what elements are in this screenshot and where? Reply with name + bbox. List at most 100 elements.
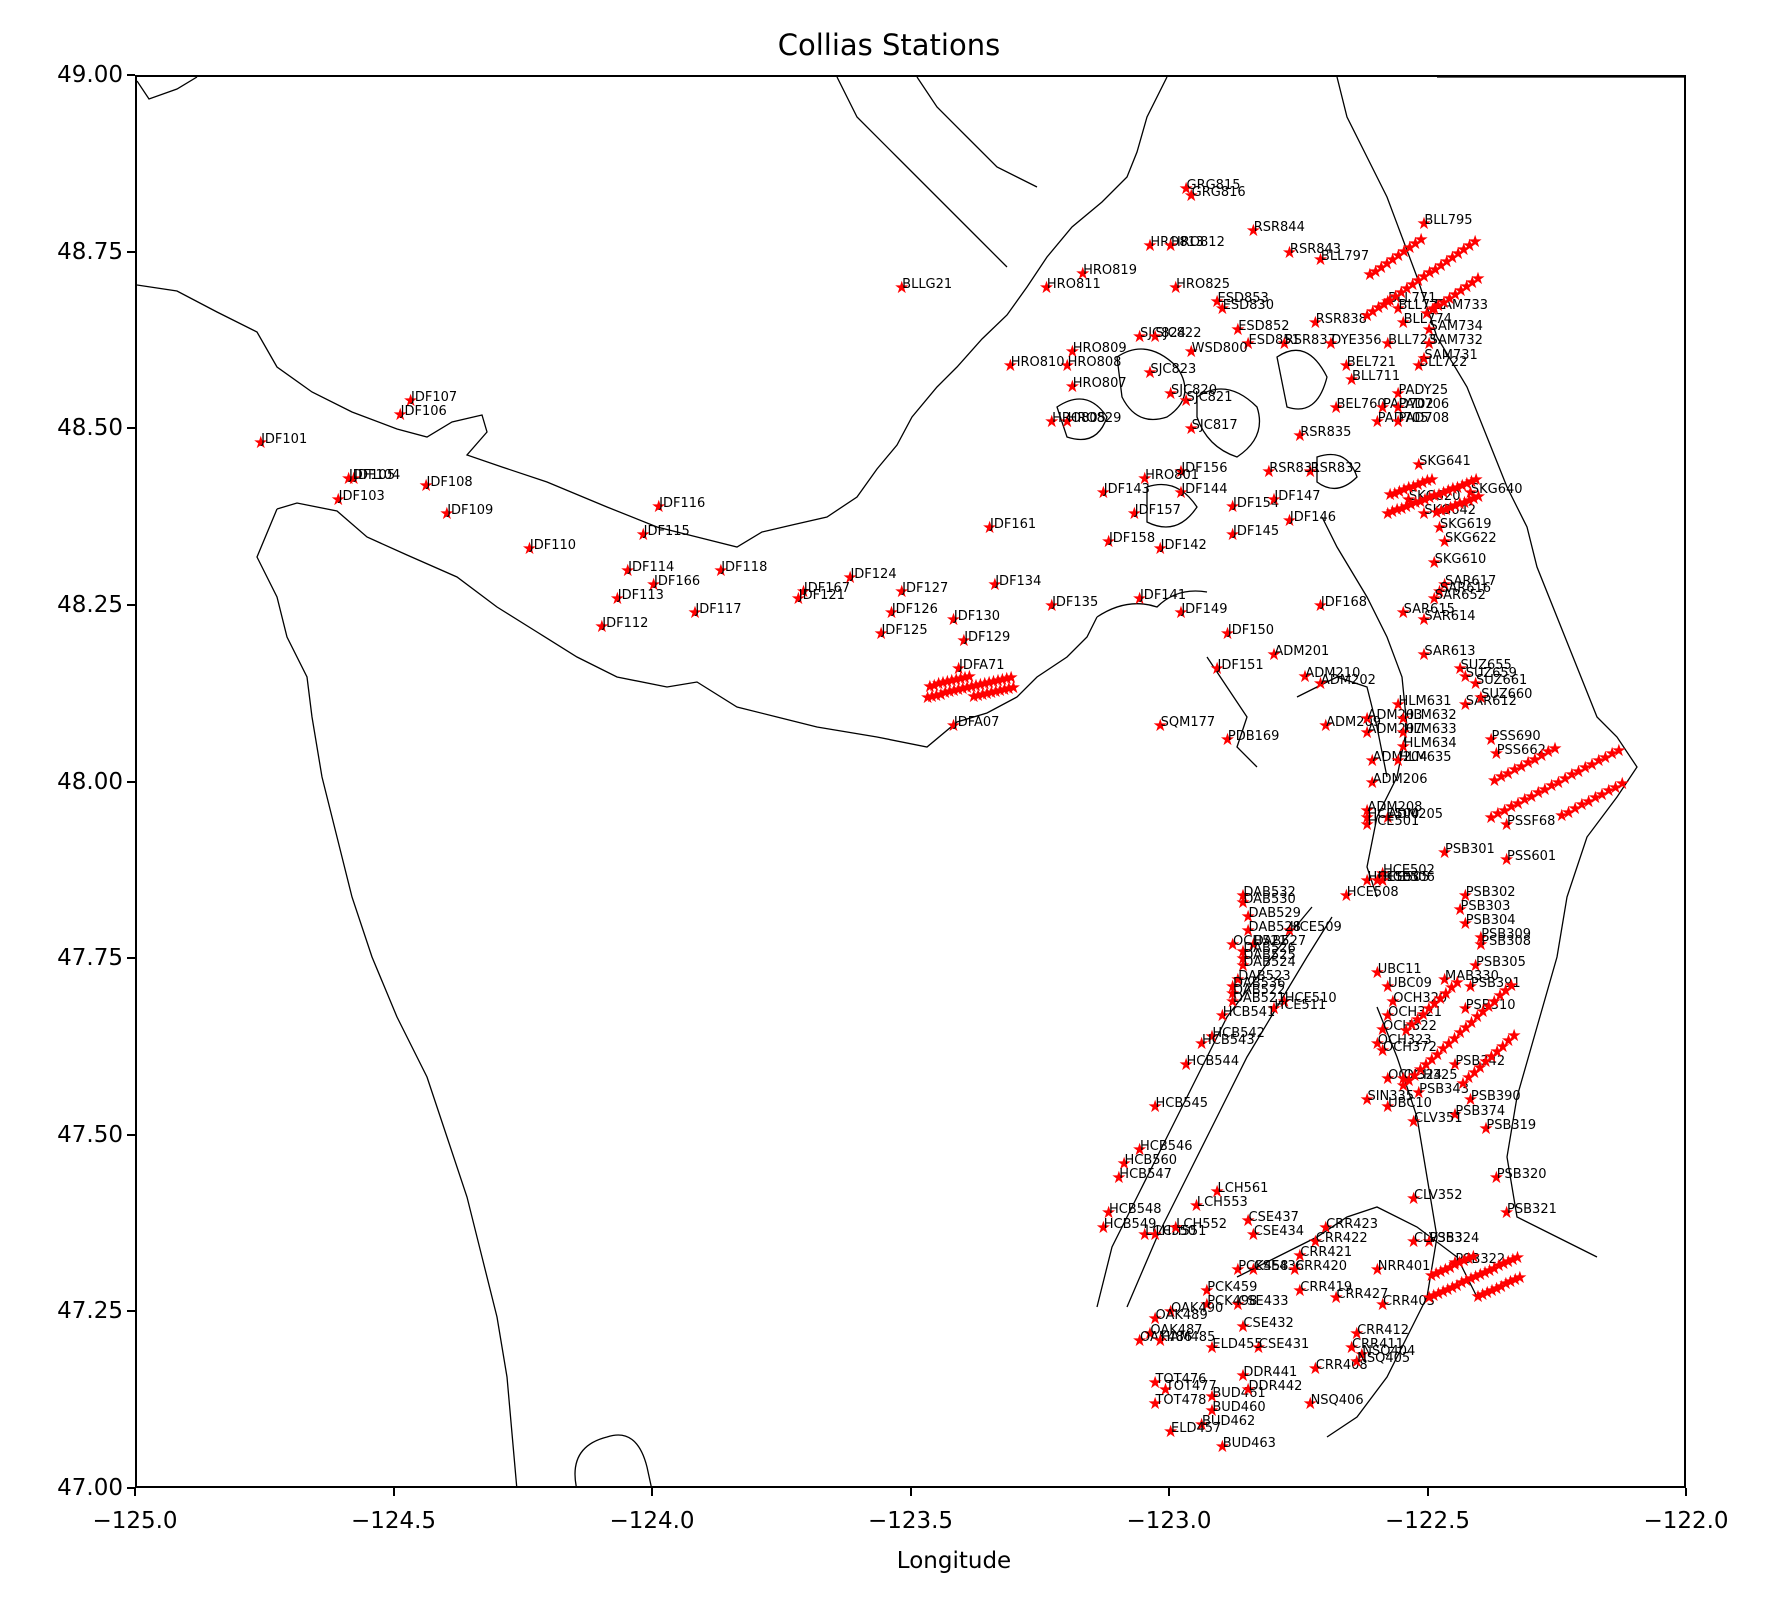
star-icon: ★ — [1380, 1005, 1396, 1026]
station-label: SJC821 — [1186, 389, 1233, 405]
star-icon: ★ — [1507, 1270, 1523, 1291]
station-label: PSS601 — [1507, 849, 1557, 865]
y-tick-label: 48.00 — [57, 768, 123, 795]
star-icon: ★ — [1389, 500, 1405, 521]
star-icon: ★ — [1276, 334, 1292, 355]
star-icon: ★ — [1510, 793, 1526, 814]
star-icon: ★ — [1475, 1002, 1491, 1023]
star-icon: ★ — [1405, 1231, 1422, 1252]
star-icon: ★ — [985, 671, 1002, 692]
station-label: LCH552 — [1176, 1216, 1228, 1232]
station-label: HRO808 — [1067, 354, 1122, 370]
station-label: JDF149 — [1181, 601, 1228, 617]
star-icon: ★ — [1292, 1281, 1308, 1302]
station-label: ELD457 — [1171, 1421, 1222, 1437]
star-icon: ★ — [1142, 235, 1158, 256]
star-icon: ★ — [1235, 892, 1251, 913]
station-label: JDF167 — [803, 580, 851, 596]
station-label: ADM203 — [1367, 707, 1423, 723]
star-icon: ★ — [1461, 490, 1477, 511]
star-icon: ★ — [1095, 1217, 1112, 1238]
station-label: JDF130 — [953, 609, 1000, 624]
station-label: ADM206 — [1372, 771, 1428, 787]
station-label: ESD830 — [1222, 298, 1274, 314]
star-icon: ★ — [521, 539, 538, 560]
station-label: SAM731 — [1424, 347, 1478, 363]
station-label: RSR838 — [1315, 312, 1367, 328]
star-icon: ★ — [1479, 1282, 1495, 1303]
station-label: PAD708 — [1398, 411, 1450, 427]
station-label: ADM208 — [1367, 799, 1423, 815]
star-icon: ★ — [1380, 977, 1396, 998]
star-icon: ★ — [1489, 1041, 1505, 1062]
station-label: BEL721 — [1346, 354, 1396, 370]
star-icon: ★ — [1452, 494, 1468, 515]
station-label: SQM177 — [1160, 714, 1216, 730]
star-icon: ★ — [1307, 313, 1323, 334]
station-label: BLL771 — [1388, 291, 1437, 307]
star-icon: ★ — [1364, 751, 1380, 772]
star-icon: ★ — [1402, 238, 1418, 259]
star-icon: ★ — [1374, 871, 1391, 892]
star-icon: ★ — [1152, 539, 1168, 560]
star-icon: ★ — [1421, 1288, 1437, 1309]
star-icon: ★ — [1597, 747, 1614, 768]
star-icon: ★ — [1292, 1245, 1308, 1266]
star-icon: ★ — [1369, 1259, 1386, 1280]
station-label: OAK486 — [1139, 1329, 1193, 1345]
star-icon: ★ — [1404, 1015, 1420, 1036]
star-icon: ★ — [1453, 280, 1469, 301]
star-icon: ★ — [1520, 753, 1536, 774]
star-icon: ★ — [1438, 983, 1454, 1004]
station-label: HLM632 — [1403, 707, 1457, 723]
star-icon: ★ — [1456, 240, 1472, 261]
star-icon: ★ — [987, 574, 1003, 595]
star-icon: ★ — [1354, 1344, 1370, 1365]
station-label: JDF135 — [1052, 594, 1099, 610]
station-label: CRR408 — [1315, 1357, 1368, 1373]
station-label: DDR441 — [1243, 1364, 1298, 1380]
star-icon: ★ — [1509, 1247, 1526, 1268]
station-label: HCB547 — [1119, 1167, 1172, 1183]
star-icon: ★ — [1493, 767, 1509, 788]
star-icon: ★ — [1209, 292, 1225, 313]
station-label: JDF142 — [1160, 538, 1207, 554]
star-icon: ★ — [1214, 1005, 1230, 1026]
star-icon: ★ — [1418, 1055, 1434, 1076]
star-icon: ★ — [1456, 1251, 1472, 1272]
station-label: BLL723 — [1388, 333, 1437, 349]
star-icon: ★ — [1225, 496, 1241, 517]
star-icon: ★ — [1481, 1260, 1498, 1281]
star-icon: ★ — [1338, 355, 1355, 376]
star-icon: ★ — [1230, 1295, 1246, 1316]
station-label: JDF129 — [964, 630, 1011, 646]
star-icon: ★ — [1502, 1272, 1519, 1293]
station-label: CSE432 — [1243, 1315, 1294, 1331]
station-label: PAD705 — [1377, 411, 1429, 427]
star-icon: ★ — [1491, 1256, 1507, 1277]
station-label: CRR423 — [1326, 1216, 1379, 1232]
star-icon: ★ — [1457, 666, 1473, 687]
star-icon: ★ — [1464, 273, 1480, 294]
star-icon: ★ — [1292, 426, 1308, 447]
star-icon: ★ — [1147, 1373, 1163, 1394]
station-label: JDF112 — [602, 616, 649, 632]
star-icon: ★ — [1473, 927, 1489, 948]
star-icon: ★ — [1454, 1273, 1470, 1294]
x-tick-label: −122.0 — [1643, 1508, 1729, 1534]
star-icon: ★ — [1505, 1250, 1521, 1271]
star-icon: ★ — [983, 682, 999, 703]
station-label: CRR427 — [1336, 1287, 1389, 1303]
star-icon: ★ — [1199, 1281, 1215, 1302]
y-tick-label: 47.50 — [57, 1121, 123, 1148]
station-label: BEL760 — [1336, 397, 1386, 413]
star-icon: ★ — [1230, 1259, 1246, 1280]
star-icon: ★ — [1426, 486, 1442, 507]
star-icon: ★ — [1500, 1252, 1516, 1273]
star-icon: ★ — [1390, 245, 1406, 266]
star-icon: ★ — [1038, 277, 1055, 298]
station-label: HCB548 — [1108, 1202, 1162, 1218]
star-icon: ★ — [1424, 300, 1441, 321]
star-icon: ★ — [1183, 341, 1199, 362]
star-icon: ★ — [883, 602, 900, 623]
